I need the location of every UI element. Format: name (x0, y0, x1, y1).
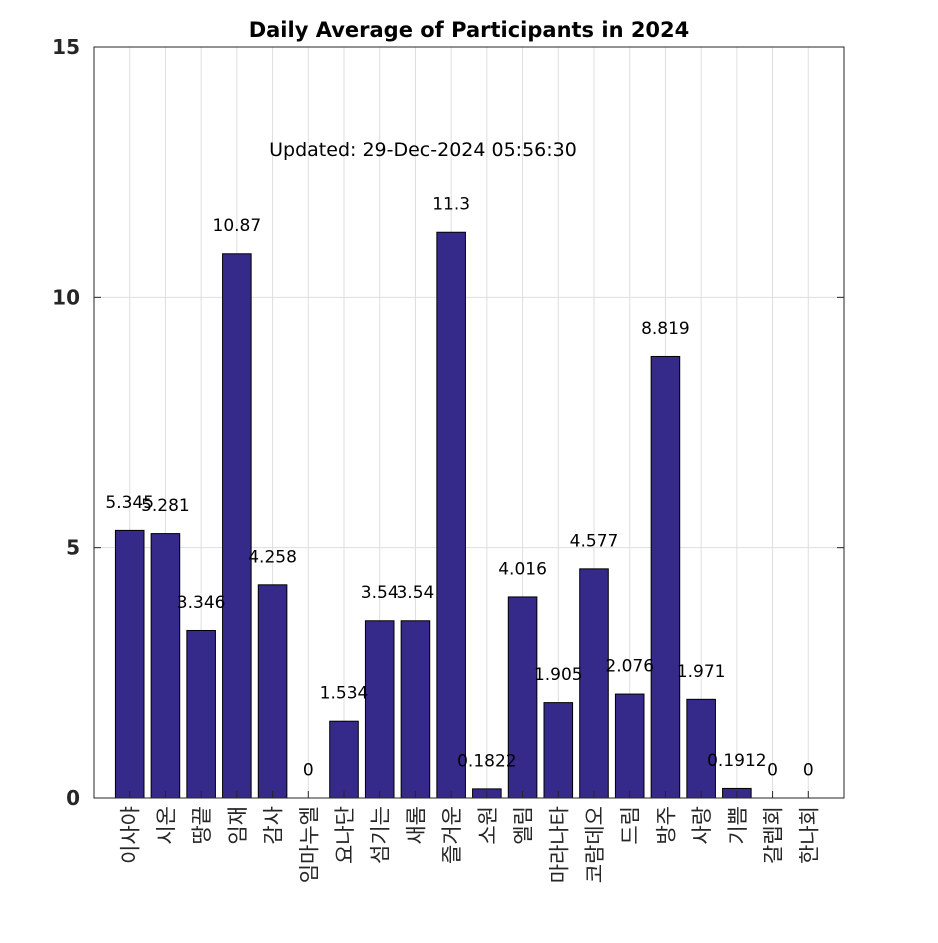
value-label: 4.016 (498, 559, 547, 579)
x-tick-label: 요나단 (333, 806, 357, 864)
plot-area (94, 47, 844, 798)
value-label: 0 (803, 760, 814, 780)
x-tick-label: 시온 (154, 806, 178, 845)
bar (329, 720, 359, 799)
value-label: 3.54 (361, 583, 399, 603)
x-tick-label: 한나회 (797, 806, 821, 864)
x-tick-label: 드림 (619, 806, 643, 845)
x-tick-label: 땅끝 (190, 806, 214, 845)
value-label: 5.345 (105, 493, 154, 513)
x-tick-label: 사랑 (690, 806, 714, 845)
bar (579, 568, 609, 799)
tick-layer (94, 46, 844, 799)
bar (400, 620, 431, 799)
x-tick-label: 임마누엘 (297, 806, 321, 883)
x-tick-label: 섬기는 (369, 806, 393, 864)
bar (114, 529, 145, 799)
x-tick-label: 이사야 (119, 806, 143, 864)
bar (686, 698, 716, 799)
chart-title: Daily Average of Participants in 2024 (249, 18, 690, 42)
value-label: 1.971 (677, 662, 726, 682)
value-label: 1.534 (320, 684, 369, 704)
x-tick-label: 갈렙회 (762, 806, 786, 864)
value-label: 0 (767, 760, 778, 780)
updated-annotation: Updated: 29-Dec-2024 05:56:30 (269, 139, 577, 161)
value-label: 0 (303, 760, 314, 780)
bar (257, 584, 288, 799)
label-layer: 0 5 10 15 5.345 이사야 5.281 시온 3.346 땅끝 10.87 임재 4.258… (52, 35, 821, 883)
value-label: 10.87 (213, 216, 262, 236)
y-tick-label: 15 (52, 35, 80, 59)
x-tick-label: 방주 (654, 806, 678, 845)
value-label: 11.3 (432, 195, 470, 215)
x-tick-label: 마라나타 (547, 806, 571, 883)
x-tick-label: 엘림 (512, 806, 536, 845)
value-label: 4.258 (248, 547, 297, 567)
bar (436, 231, 466, 799)
value-label: 3.346 (177, 593, 226, 613)
y-tick-label: 5 (66, 536, 80, 560)
value-label: 4.577 (570, 531, 619, 551)
value-label: 8.819 (641, 319, 690, 339)
bar (650, 355, 681, 799)
y-tick-label: 0 (66, 786, 80, 810)
plot-frame (93, 46, 845, 799)
bar (507, 596, 538, 799)
value-label: 0.1912 (707, 751, 766, 771)
value-label: 5.281 (141, 496, 190, 516)
y-tick-label: 10 (52, 285, 80, 309)
bar-layer (114, 231, 752, 799)
x-tick-label: 감사 (262, 806, 286, 845)
value-label: 0.1822 (457, 751, 516, 771)
value-label: 1.905 (534, 665, 583, 685)
bar (186, 629, 216, 799)
x-tick-label: 기쁨 (726, 806, 750, 845)
bar (222, 253, 252, 799)
bar (364, 620, 395, 799)
x-tick-label: 임재 (226, 806, 250, 845)
value-label: 3.54 (396, 583, 434, 603)
x-tick-label: 새롬 (404, 806, 428, 845)
x-tick-label: 코람데오 (583, 806, 607, 883)
x-tick-label: 즐거운 (440, 806, 464, 864)
bar (614, 693, 645, 799)
x-tick-label: 소원 (476, 806, 500, 845)
bar (543, 702, 574, 799)
value-label: 2.076 (605, 657, 654, 677)
bar (150, 533, 181, 799)
